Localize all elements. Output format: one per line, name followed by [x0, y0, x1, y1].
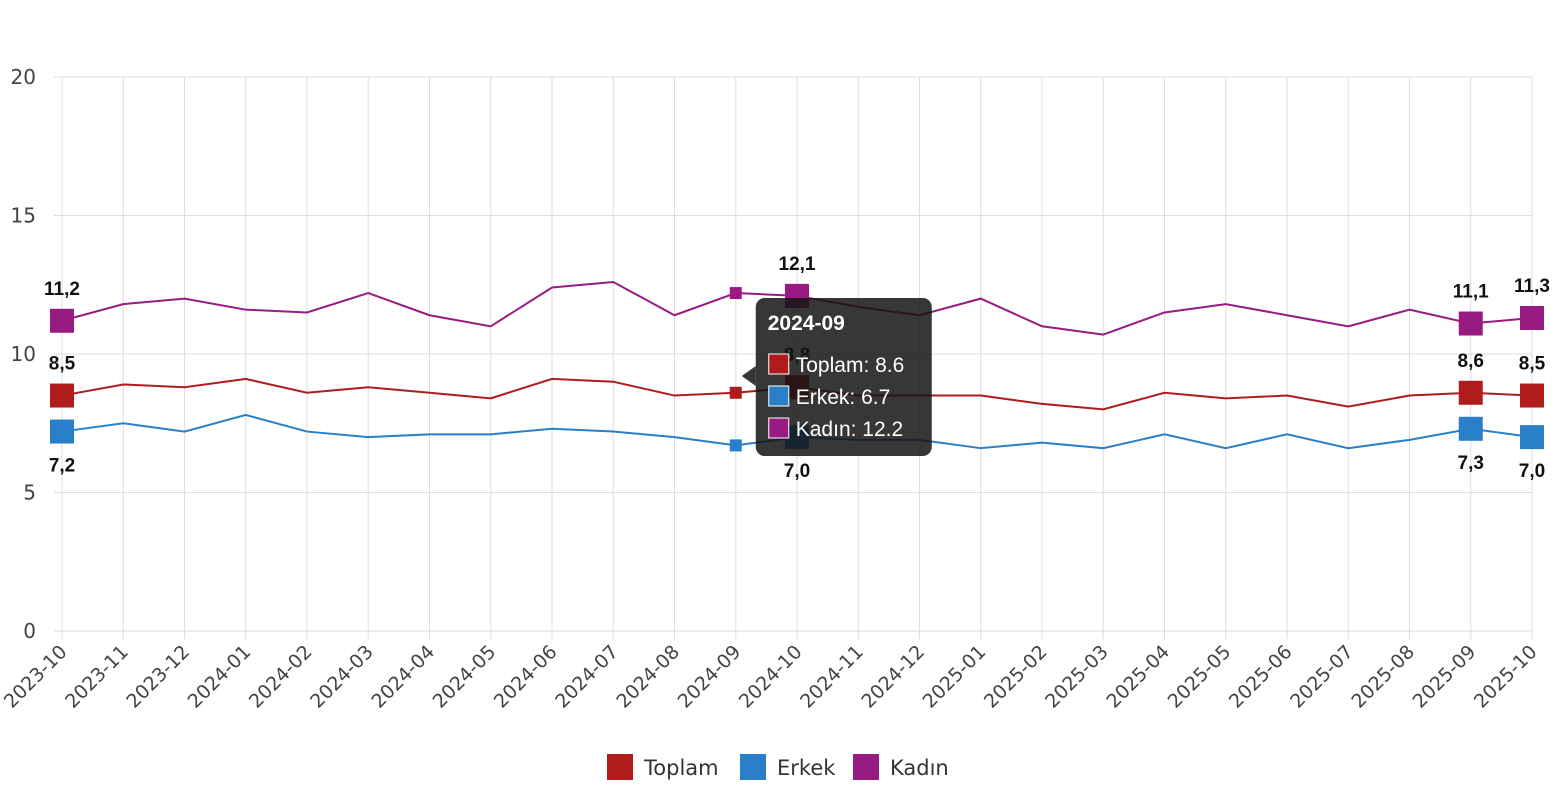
x-tick-label: 2025-01: [919, 641, 991, 713]
y-axis-ticks: 0 5 10 15 20: [11, 65, 36, 643]
x-tick-label: 2025-04: [1102, 641, 1174, 713]
x-tick-label: 2024-03: [306, 641, 378, 713]
legend-label: Kadın: [890, 756, 949, 780]
data-label: 7,0: [1519, 461, 1545, 482]
tooltip-swatch: [768, 417, 790, 439]
x-tick-label: 2024-06: [490, 641, 562, 713]
x-tick-label: 2024-12: [857, 641, 929, 713]
legend-swatch: [607, 754, 633, 780]
data-point: [729, 386, 742, 399]
legend-label: Erkek: [777, 756, 836, 780]
x-tick-label: 2024-08: [612, 641, 684, 713]
data-labels: 8,58,88,68,57,27,07,37,011,212,111,111,3: [44, 254, 1550, 482]
x-tick-label: 2024-11: [796, 641, 868, 713]
series: [50, 280, 1544, 452]
x-tick-label: 2025-05: [1164, 641, 1236, 713]
tooltip: 2024-09 Toplam: 8.6 Erkek: 6.7 Kadın: 12.2: [741, 298, 932, 456]
tooltip-title: 2024-09: [768, 312, 845, 335]
data-label: 7,0: [784, 461, 810, 482]
legend-swatch: [740, 754, 766, 780]
x-tick-label: 2024-09: [674, 641, 746, 713]
data-point: [1458, 416, 1483, 441]
x-tick-label: 2025-10: [1470, 641, 1542, 713]
tooltip-swatch: [768, 385, 790, 407]
data-label: 8,5: [49, 354, 76, 375]
data-point: [50, 383, 74, 408]
y-tick-label: 15: [11, 204, 36, 228]
y-tick-label: 20: [11, 65, 36, 89]
x-tick-label: 2024-05: [429, 641, 501, 713]
x-tick-label: 2025-09: [1409, 641, 1481, 713]
y-tick-label: 10: [11, 342, 36, 366]
x-tick-label: 2025-03: [1041, 641, 1113, 713]
data-point: [1520, 305, 1544, 330]
data-point: [50, 419, 74, 444]
x-tick-label: 2023-10: [0, 641, 72, 713]
legend-swatch: [853, 754, 879, 780]
data-point: [1458, 380, 1483, 405]
x-tick-label: 2025-02: [980, 641, 1052, 713]
data-point: [1458, 311, 1483, 336]
data-point: [729, 439, 742, 452]
data-label: 8,6: [1458, 351, 1484, 372]
tooltip-item: Toplam: 8.6: [796, 354, 905, 377]
tooltip-item: Kadın: 12.2: [796, 418, 903, 441]
data-point: [1520, 425, 1544, 450]
x-tick-label: 2024-01: [184, 641, 256, 713]
data-point: [1520, 383, 1544, 408]
tooltip-caret: [741, 366, 756, 386]
x-tick-label: 2024-02: [245, 641, 317, 713]
data-label: 7,3: [1458, 453, 1484, 474]
x-tick-label: 2024-10: [735, 641, 807, 713]
x-axis-ticks: 2023-102023-112023-122024-012024-022024-…: [0, 641, 1542, 713]
x-tick-label: 2025-06: [1225, 641, 1297, 713]
legend: Toplam Erkek Kadın: [607, 754, 949, 780]
data-label: 8,5: [1519, 354, 1546, 375]
legend-label: Toplam: [643, 756, 719, 780]
x-tick-label: 2024-07: [551, 641, 623, 713]
tooltip-box: [755, 298, 932, 456]
data-label: 11,2: [44, 279, 80, 300]
tooltip-item: Erkek: 6.7: [796, 386, 891, 409]
tooltip-swatch: [768, 353, 790, 375]
data-label: 7,2: [49, 456, 75, 477]
data-label: 12,1: [779, 254, 816, 275]
data-point: [50, 308, 74, 333]
x-tick-label: 2023-12: [122, 641, 194, 713]
y-tick-label: 5: [23, 481, 36, 505]
x-tick-label: 2024-04: [367, 641, 439, 713]
data-label: 11,3: [1514, 276, 1550, 297]
data-label: 11,1: [1453, 282, 1489, 303]
x-tick-label: 2025-07: [1286, 641, 1358, 713]
x-tick-label: 2025-08: [1347, 641, 1419, 713]
x-tick-label: 2023-11: [61, 641, 133, 713]
y-tick-label: 0: [23, 619, 36, 643]
data-point: [729, 287, 742, 300]
